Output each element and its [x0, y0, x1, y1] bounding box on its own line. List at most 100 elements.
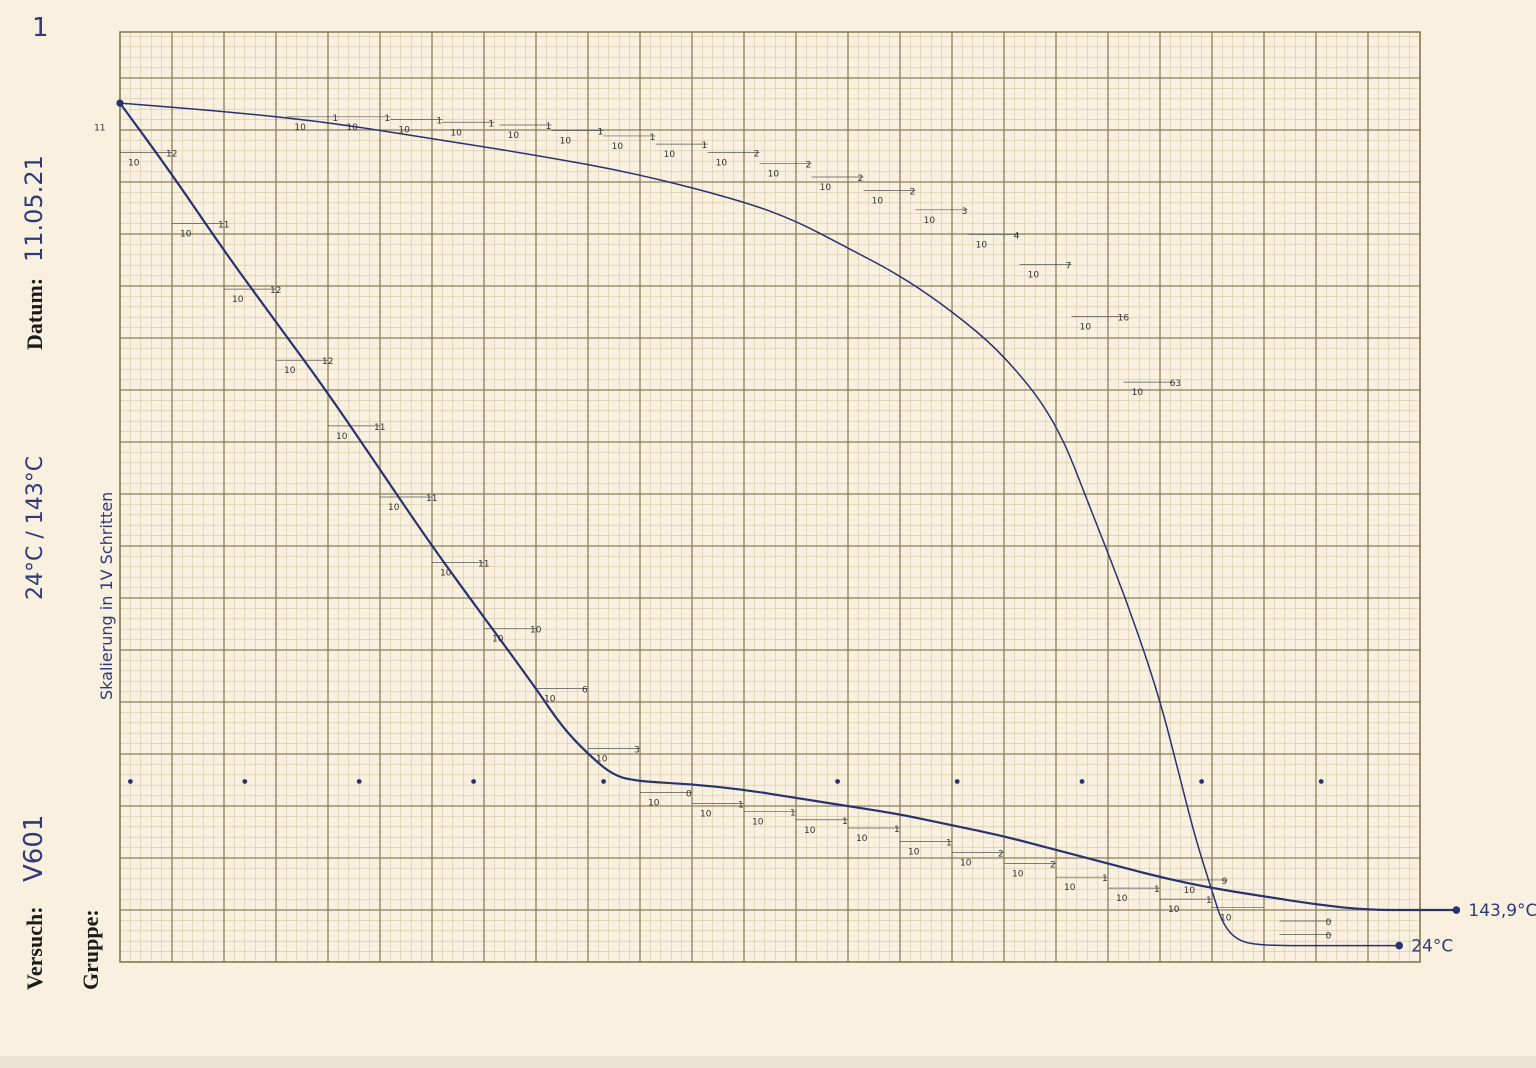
- s143-step-label: 10: [440, 569, 452, 579]
- s24-step-label: 2: [910, 188, 916, 198]
- reference-dot: [954, 779, 960, 784]
- s24-step-label: 10: [976, 240, 988, 250]
- reference-dot: [835, 779, 840, 784]
- s24-step-label: 10: [820, 183, 832, 193]
- s143-step-label: 10: [1220, 913, 1232, 923]
- s24-step-label: 4: [1014, 231, 1020, 241]
- datum-label: Datum:: [22, 278, 47, 350]
- s143-step-label: 10: [804, 826, 816, 836]
- reference-dot: [127, 779, 133, 784]
- s24-step-label: 2: [806, 160, 812, 170]
- s24-step-label: 1: [384, 114, 390, 124]
- s24-step-label: 16: [1118, 313, 1130, 323]
- s24-step-label: 10: [1028, 271, 1040, 281]
- s143-step-label: 12: [322, 357, 333, 367]
- series-end-label: 24°C: [1411, 937, 1453, 957]
- s24-step-label: 10: [508, 131, 520, 141]
- series-end-dot: [1452, 906, 1461, 914]
- reference-dot: [356, 779, 362, 784]
- s143-step-label: 11: [374, 423, 385, 433]
- s24-step-label: 10: [872, 197, 884, 207]
- s143-step-label: 10: [856, 834, 868, 844]
- reference-dot: [242, 779, 248, 784]
- s24-step-label: 10: [716, 158, 728, 168]
- s143-step-label: 10: [1168, 905, 1180, 915]
- s24-step-label: 1: [650, 133, 656, 143]
- s24-step-label: 7: [1066, 262, 1072, 272]
- s143-step-label: 1: [894, 825, 900, 835]
- reference-dot: [601, 779, 606, 784]
- s143-step-label: 10: [530, 625, 542, 635]
- reference-dot: [471, 779, 476, 784]
- s143-step-label: 6: [582, 685, 588, 695]
- s143-step-label: 10: [1064, 883, 1076, 893]
- s143-step-label: 10: [492, 634, 504, 644]
- s143-step-label: 10: [596, 755, 608, 765]
- s24-step-label: 10: [346, 123, 358, 133]
- versuch-value: V601: [19, 815, 49, 882]
- s143-step-label: 1: [842, 817, 848, 827]
- s143-step-label: 10: [752, 818, 764, 828]
- s24-step-label: 10: [1132, 388, 1144, 398]
- s143-step-label: 11: [478, 560, 489, 570]
- series-line-24c: [119, 102, 1400, 947]
- s143-step-label: 1: [1102, 874, 1108, 884]
- s24-step-label: 9: [1222, 877, 1228, 887]
- series-end-dot: [1395, 941, 1403, 950]
- s143-step-label: 0: [1326, 918, 1332, 928]
- datum-value: 11.05.21: [20, 155, 48, 262]
- s143-step-label: 2: [998, 850, 1004, 860]
- step-annotations: 1011011011011011011011011021021021021031…: [94, 114, 1332, 942]
- s24-step-label: 10: [612, 142, 624, 152]
- s143-step-label: 10: [336, 432, 348, 442]
- s143-step-label: 1: [738, 800, 744, 810]
- s143-step-label: 1: [1206, 896, 1212, 906]
- s24-step-label: 1: [598, 127, 604, 137]
- s143-step-label: 2: [1050, 861, 1056, 871]
- s143-step-label: 11: [426, 494, 437, 504]
- s24-step-label: 1: [488, 119, 494, 129]
- s24-step-label: 10: [1184, 886, 1196, 896]
- left-axis-mark: 11: [94, 123, 105, 133]
- s24-step-label: 3: [962, 207, 968, 217]
- reference-dot: [1079, 779, 1085, 784]
- s24-step-label: 10: [294, 123, 306, 133]
- s143-step-label: 10: [1012, 870, 1024, 880]
- s143-step-label: 3: [634, 746, 640, 756]
- reference-dot: [1318, 779, 1324, 784]
- reference-dots: [127, 779, 1324, 784]
- plot-frame: [119, 31, 1421, 963]
- s24-step-label: 10: [664, 150, 676, 160]
- s24-step-label: 0: [1326, 932, 1332, 942]
- s24-step-label: 2: [858, 174, 864, 184]
- reference-dot: [1199, 779, 1204, 784]
- desk-edge: [0, 1056, 1536, 1068]
- versuch-label: Versuch:: [22, 906, 47, 990]
- data-lines: [116, 99, 1461, 950]
- s143-step-label: 10: [908, 848, 920, 858]
- s143-step-label: 1: [790, 809, 796, 819]
- temperatures-note: 24°C / 143°C: [23, 456, 48, 600]
- s24-step-label: 10: [560, 136, 572, 146]
- s143-step-label: 10: [648, 798, 660, 808]
- scaling-note: Skalierung in 1V Schritten: [97, 492, 116, 700]
- s24-step-label: 1: [436, 117, 442, 127]
- s143-step-label: 10: [700, 809, 712, 819]
- s143-step-label: 0: [686, 789, 692, 799]
- page-number: 1: [32, 13, 49, 43]
- s24-step-label: 10: [450, 128, 462, 138]
- s143-step-label: 10: [180, 229, 192, 239]
- s143-step-label: 1: [946, 839, 952, 849]
- s143-step-label: 10: [388, 503, 400, 513]
- series-start-dot: [116, 99, 124, 107]
- s24-step-label: 10: [768, 169, 780, 179]
- s24-step-label: 63: [1170, 379, 1181, 389]
- s24-step-label: 10: [1080, 322, 1092, 332]
- s143-step-label: 1: [1154, 885, 1160, 895]
- series-line-143c: [118, 102, 1458, 912]
- s24-step-label: 2: [754, 149, 760, 159]
- s24-step-label: 1: [702, 141, 708, 151]
- s143-step-label: 10: [128, 158, 140, 168]
